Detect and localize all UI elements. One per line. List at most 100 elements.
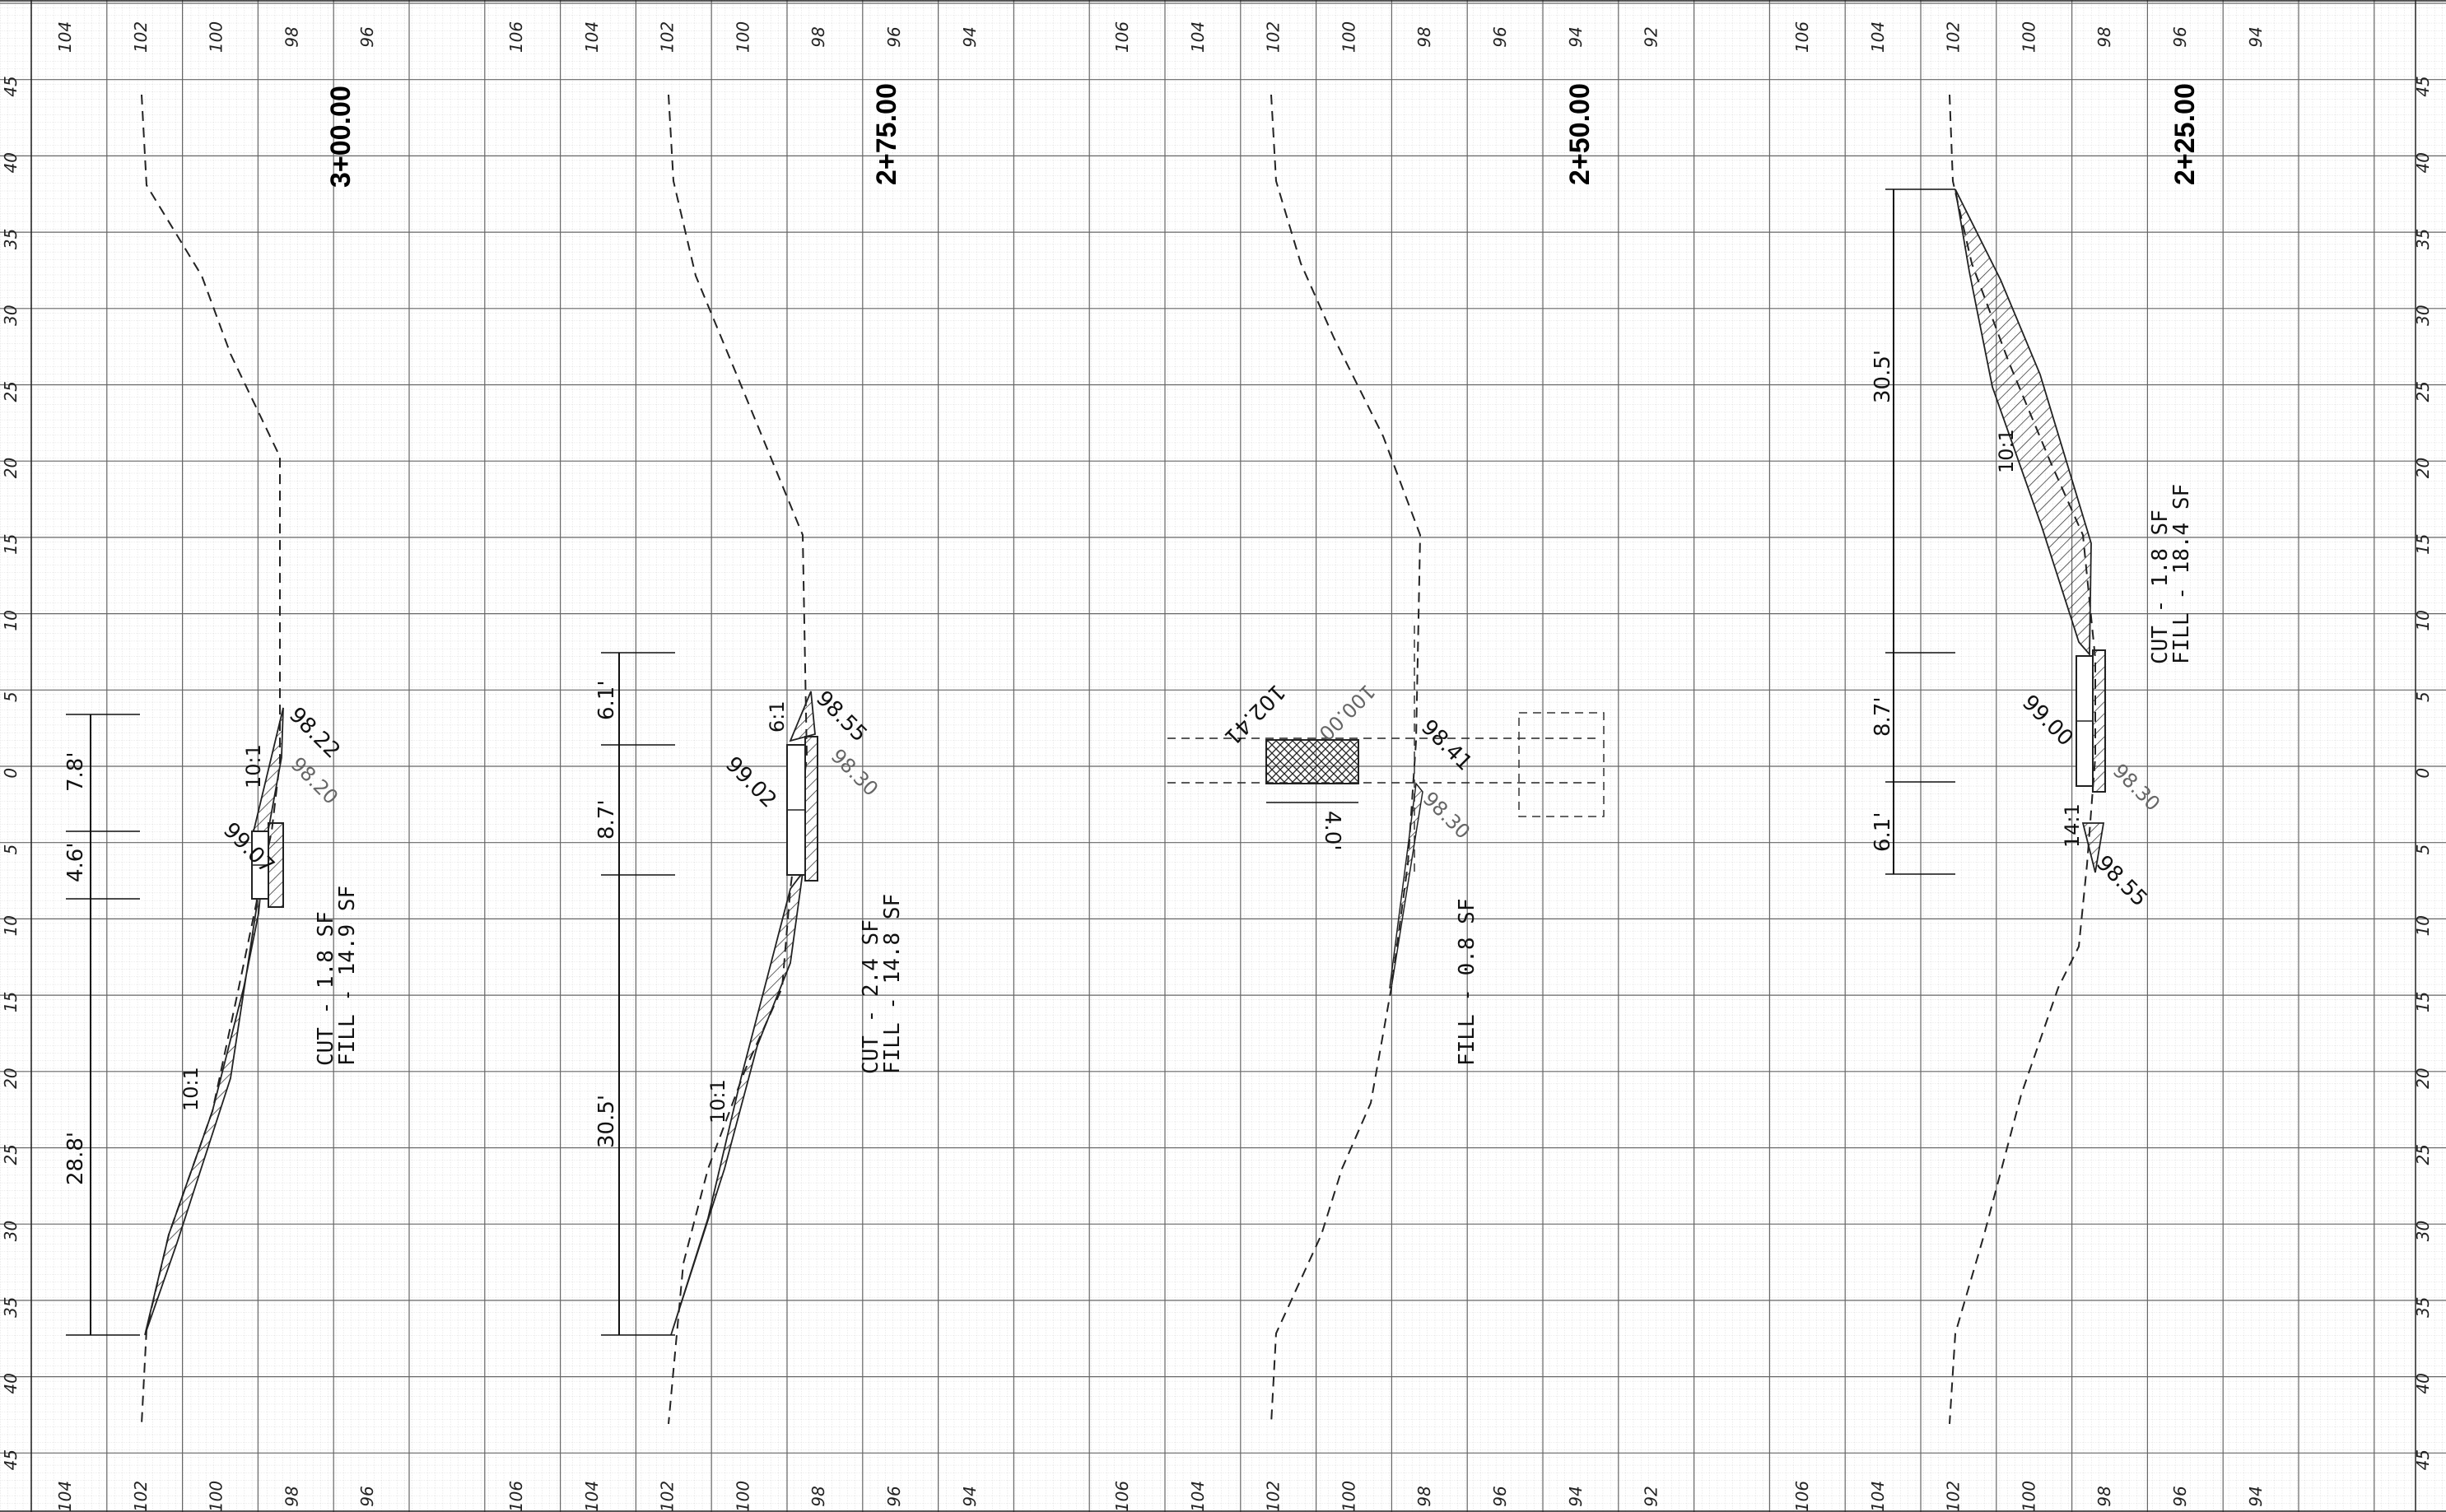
elevation-tick-label: 106: [506, 21, 526, 53]
offset-tick-label: 15: [1, 992, 21, 1012]
elevation-tick-label: 96: [357, 26, 377, 47]
offset-tick-label: 45: [2413, 1449, 2433, 1470]
station-label: 3+00.00: [325, 86, 356, 188]
elevation-tick-label: 98: [2094, 1486, 2114, 1506]
offset-tick-label: 40: [2413, 1373, 2433, 1393]
fill-area-label: FILL - 14.8 SF: [880, 894, 905, 1074]
elevation-tick-label: 102: [1944, 1481, 1964, 1512]
elevation-tick-label: 98: [1414, 1486, 1434, 1506]
elevation-tick-label: 94: [2246, 1486, 2266, 1506]
offset-tick-label: 40: [1, 1373, 21, 1393]
elevation-tick-label: 104: [582, 1481, 602, 1512]
fill-area-label: FILL - 14.9 SF: [335, 886, 360, 1066]
elevation-tick-label: 102: [658, 21, 678, 53]
offset-tick-label: 15: [2413, 992, 2433, 1012]
slope-label: 10:1: [706, 1079, 729, 1124]
elevation-tick-label: 100: [1339, 21, 1358, 53]
offset-axis-labels: 45 45 40 40 35 35 30 30 25 25 20 20 15 15 10 10 5 5 0 0 5 5 10…: [1, 76, 2433, 1470]
slope-label: 10:1: [179, 1067, 203, 1111]
dim-label: 4.6': [63, 843, 88, 883]
elevation-tick-label: 96: [2170, 26, 2190, 47]
offset-tick-label: 15: [1, 533, 21, 554]
offset-tick-label: 25: [2413, 381, 2433, 402]
elevation-tick-label: 100: [207, 21, 226, 53]
offset-tick-label: 0: [2413, 768, 2433, 779]
elevation-tick-label: 106: [506, 1481, 526, 1512]
slope-label: 6:1: [766, 700, 789, 733]
existing-ground-line: [668, 94, 808, 1425]
slope-label: 10:1: [1995, 429, 2018, 473]
elevation-tick-label: 102: [1264, 21, 1284, 53]
offset-tick-label: 10: [2413, 915, 2433, 936]
elevation-tick-label: 96: [357, 1486, 377, 1506]
fill-area: [1389, 782, 1423, 989]
elevation-tick-label: 100: [733, 21, 752, 53]
curb-section: [804, 736, 818, 882]
elevation-tick-label: 96: [1490, 1486, 1510, 1506]
elevation-tick-label: 100: [2019, 21, 2038, 53]
cut-area-label: CUT - 1.8 SF: [314, 911, 338, 1066]
fill-area-label: FILL - 18.4 SF: [2169, 484, 2194, 664]
elevation-tick-label: 98: [808, 1486, 828, 1506]
station-label: 2+75.00: [871, 83, 902, 185]
dim-label: 8.7': [1871, 697, 1895, 737]
curb-section: [2092, 649, 2106, 793]
offset-tick-label: 25: [2413, 1144, 2433, 1165]
elevation-tick-label: 96: [1490, 26, 1510, 47]
offset-tick-label: 5: [2413, 691, 2433, 702]
elevation-tick-label: 100: [1339, 1481, 1358, 1512]
offset-tick-label: 0: [1, 768, 21, 779]
offset-tick-label: 45: [2413, 76, 2433, 96]
existing-ground-line: [1270, 94, 1422, 1425]
offset-tick-label: 20: [1, 1068, 21, 1088]
elevation-tick-label: 98: [808, 26, 828, 47]
dim-label: 30.5': [594, 1095, 619, 1148]
offset-tick-label: 10: [1, 610, 21, 630]
fill-area: [1954, 188, 2092, 657]
offset-tick-label: 5: [1, 844, 21, 855]
elevation-tick-label: 98: [282, 1486, 301, 1506]
offset-tick-label: 45: [1, 1449, 21, 1470]
dim-label: 6.1': [594, 681, 619, 721]
cut-area-label: CUT - 2.4 SF: [859, 919, 883, 1074]
offset-tick-label: 35: [1, 229, 21, 249]
dim-label: 4.0': [1320, 811, 1344, 851]
elevation-tick-label: 98: [1414, 26, 1434, 47]
offset-tick-label: 20: [1, 458, 21, 478]
elevation-tick-label: 92: [1642, 26, 1661, 47]
offset-tick-label: 45: [1, 76, 21, 96]
elevation-tick-label: 94: [1566, 26, 1586, 47]
slope-label: 10:1: [242, 744, 265, 789]
cut-area-label: CUT - 1.8 SF: [2148, 509, 2173, 664]
offset-tick-label: 20: [2413, 1068, 2433, 1088]
fill-area-label: FILL - 0.8 SF: [1455, 899, 1479, 1067]
offset-tick-label: 15: [2413, 533, 2433, 554]
elevation-tick-label: 104: [582, 21, 602, 53]
dim-label: 28.8': [63, 1132, 88, 1185]
future-box: [1518, 712, 1605, 817]
elevation-tick-label: 104: [55, 1481, 75, 1512]
elevation-tick-label: 106: [1112, 1481, 1132, 1512]
elevation-tick-label: 100: [2019, 1481, 2038, 1512]
elevation-tick-label: 104: [55, 21, 75, 53]
offset-tick-label: 20: [2413, 458, 2433, 478]
dim-label: 7.8': [63, 752, 88, 793]
elevation-tick-label: 96: [884, 26, 904, 47]
elevation-tick-label: 102: [1944, 21, 1964, 53]
offset-tick-label: 30: [1, 305, 21, 325]
offset-tick-label: 30: [2413, 1221, 2433, 1241]
cut-area: [2081, 822, 2105, 873]
elevation-tick-label: 94: [960, 26, 980, 47]
offset-tick-label: 30: [2413, 305, 2433, 325]
elevation-tick-label: 100: [207, 1481, 226, 1512]
elevation-tick-label: 94: [2246, 26, 2266, 47]
station-label: 2+50.00: [1564, 83, 1596, 185]
elevation-tick-label: 94: [1566, 1486, 1586, 1506]
elevation-tick-label: 98: [282, 26, 301, 47]
elevation-tick-label: 92: [1642, 1486, 1661, 1506]
offset-tick-label: 35: [1, 1296, 21, 1317]
